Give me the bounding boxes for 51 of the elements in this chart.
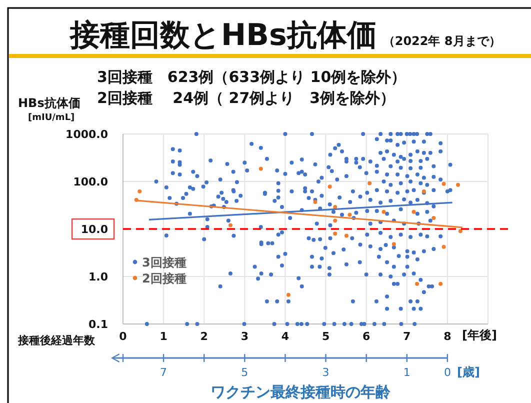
x-tick-label: 0 (119, 330, 128, 343)
x-tick-label: 8 (444, 330, 452, 343)
x-tick-label: 5 (322, 330, 330, 343)
point (438, 282, 443, 286)
text: 2回接種 24例（ 27例より 3例を除外） (97, 89, 396, 107)
point (348, 212, 352, 217)
point (286, 292, 290, 297)
point (328, 184, 332, 189)
y-tick-label: 1000.0 (66, 128, 108, 141)
x-tick-label: 4 (281, 330, 290, 343)
chart-subtitle: （2022年 8月まで） (382, 34, 501, 48)
point (228, 223, 232, 228)
x-tick-label: 1 (160, 330, 168, 343)
x2-axis-title: ワクチン最終接種時の年齢 (210, 383, 392, 401)
point (368, 181, 372, 186)
point (382, 210, 386, 214)
text: 3回接種 623例（633例より 10例を除外） (97, 68, 406, 86)
x-tick-label: 3 (240, 330, 248, 343)
x2-tick-label: 5 (241, 366, 248, 379)
point (415, 282, 420, 286)
x-tick-label: 2 (200, 330, 208, 343)
text: [年後] (462, 328, 497, 342)
chart-title: 接種回数とHBs抗体価 (69, 18, 377, 53)
x2-tick-label: 1 (403, 366, 410, 379)
point (442, 244, 446, 249)
point (258, 166, 263, 171)
legend-label: 3回接種 (142, 256, 186, 270)
point (412, 210, 416, 214)
x2-tick-label: 0 (444, 366, 451, 379)
point (344, 234, 348, 238)
x2-tick-label: 3 (322, 366, 330, 379)
point (333, 232, 338, 236)
point (392, 242, 396, 246)
point (458, 229, 462, 234)
point (456, 182, 460, 187)
point (432, 216, 436, 220)
x-tick-label: 6 (362, 330, 371, 343)
y-tick-label: 0.1 (88, 318, 108, 331)
point (313, 200, 318, 204)
text: [歳] (457, 365, 480, 379)
point (442, 182, 446, 186)
point (333, 218, 338, 223)
x-tick-label: 7 (403, 330, 411, 343)
y-tick-label: 1.0 (88, 270, 108, 284)
legend-label: 2回接種 (142, 272, 186, 286)
point (138, 189, 142, 194)
y-tick-label: 10.0 (80, 223, 108, 236)
y-axis-title: HBs抗体価 [mIU/mL] (18, 96, 80, 123)
y-tick-label: 100.0 (73, 176, 108, 188)
x2-tick-label: 7 (160, 366, 168, 379)
x-axis-title: 接種後経過年数 (17, 334, 96, 347)
